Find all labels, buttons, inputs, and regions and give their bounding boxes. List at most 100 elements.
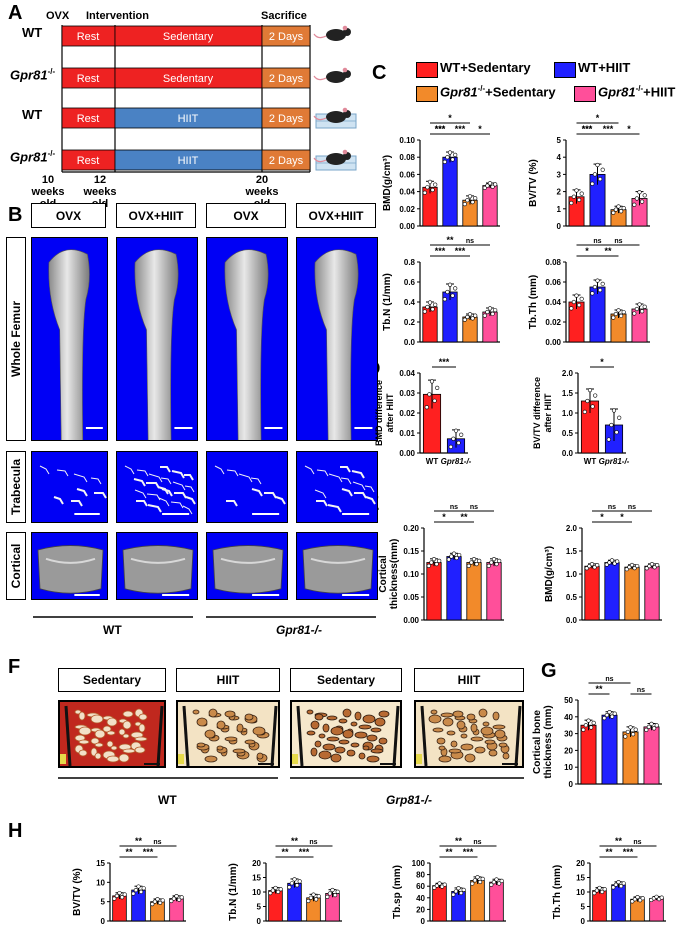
- panel-label-c: C: [372, 62, 387, 84]
- data-point: [429, 560, 434, 565]
- y-tick-label: 0.08: [399, 153, 415, 162]
- mouse-tail: [313, 75, 327, 81]
- data-point: [422, 190, 427, 195]
- data-point: [459, 890, 464, 896]
- legend-label-ko-sedentary: Gpr81-/-+Sedentary: [440, 84, 556, 100]
- data-point: [424, 405, 429, 410]
- y-tick-label: 60: [416, 882, 425, 891]
- data-point: [487, 181, 493, 186]
- timeline-end-bar: [261, 25, 311, 47]
- data-point: [494, 877, 499, 882]
- timeline-row-group: WT: [22, 25, 43, 40]
- bar: [604, 562, 620, 621]
- data-point: [289, 881, 295, 886]
- y-tick-label: 0.8: [404, 258, 416, 267]
- histo-col-header: HIIT: [176, 668, 280, 692]
- data-point: [122, 892, 127, 897]
- data-point: [174, 894, 179, 899]
- timeline-end-text: 2 Days: [269, 113, 304, 125]
- x-tick-label: Gpr81-/-: [599, 457, 630, 466]
- bar: [446, 556, 462, 621]
- data-point: [618, 313, 624, 318]
- data-point: [462, 317, 467, 322]
- panel-label-f: F: [8, 656, 21, 678]
- sig-label: ***: [439, 357, 450, 367]
- legend-swatch-wt-hiit: [554, 62, 576, 78]
- ct-row-label: Cortical: [6, 532, 26, 600]
- timeline-row-group: Gpr81-/-: [10, 67, 56, 83]
- sig-label: ns: [473, 839, 481, 846]
- data-point: [599, 889, 605, 894]
- data-point: [472, 878, 478, 883]
- data-point: [133, 887, 138, 893]
- sig-label: **: [604, 246, 612, 256]
- data-point: [635, 563, 640, 569]
- y-tick-label: 40: [564, 713, 573, 722]
- histology-section-image: [176, 700, 280, 768]
- histo-col-header: Sedentary: [290, 668, 402, 692]
- bar: [580, 724, 597, 785]
- sig-label: **: [605, 847, 613, 857]
- data-point: [432, 398, 437, 403]
- data-point: [611, 210, 616, 215]
- histology-section-image: [290, 700, 402, 768]
- mouse-icon: [313, 25, 351, 41]
- data-point: [447, 150, 453, 155]
- stage-label-intervention: Intervention: [86, 10, 149, 22]
- data-point: [427, 392, 432, 397]
- data-point: [117, 890, 122, 896]
- data-point: [574, 188, 579, 193]
- y-tick-label: 0.06: [399, 170, 415, 179]
- legend-label-wt-sedentary: WT+Sedentary: [440, 60, 531, 75]
- data-point: [330, 887, 335, 893]
- data-point: [325, 894, 330, 899]
- data-point: [469, 560, 474, 565]
- data-point: [618, 209, 624, 214]
- data-point: [589, 561, 595, 567]
- y-tick-label: 50: [564, 696, 573, 705]
- y-tick-label: 30: [564, 730, 573, 739]
- bar-chart: 0.0 0.5 1.0 1.5 2.0 BV/TV differenceafter HII…: [532, 357, 630, 466]
- data-point: [609, 714, 615, 719]
- data-point: [576, 197, 582, 202]
- data-point: [453, 152, 458, 157]
- data-point: [433, 182, 438, 187]
- histo-group-wt: WT: [158, 793, 177, 807]
- y-tick-label: 40: [416, 894, 425, 903]
- data-point: [590, 291, 595, 296]
- data-point: [292, 877, 297, 882]
- trabecula-scan-image: [296, 451, 378, 523]
- data-point: [595, 278, 600, 283]
- y-tick-label: 0.4: [404, 298, 416, 307]
- data-point: [634, 306, 640, 312]
- y-tick-label: 0.04: [545, 298, 561, 307]
- data-point: [451, 436, 456, 441]
- femur-scan-image: [206, 237, 288, 441]
- data-point: [654, 723, 659, 728]
- data-point: [155, 897, 160, 902]
- timeline-intervention-text: HIIT: [178, 155, 199, 167]
- data-point: [448, 444, 453, 449]
- data-point: [630, 732, 636, 737]
- data-point: [471, 557, 477, 562]
- timeline-rest-text: Rest: [77, 113, 100, 125]
- data-point: [112, 896, 117, 901]
- data-point: [119, 895, 125, 900]
- data-point: [583, 723, 589, 728]
- sig-label: ***: [435, 124, 446, 134]
- y-tick-label: 0: [421, 917, 426, 926]
- timeline-row-group: Gpr81-/-: [10, 149, 56, 165]
- y-tick-label: 0.06: [545, 278, 561, 287]
- y-axis-label: BMD(g/cm³): [382, 155, 393, 211]
- y-axis-label: BV/TV (%): [72, 868, 83, 916]
- panel-label-h: H: [8, 820, 23, 842]
- bar: [611, 884, 626, 922]
- data-point: [297, 879, 302, 884]
- data-point: [494, 562, 499, 567]
- data-point: [152, 899, 157, 904]
- legend-swatch-ko-sedentary: [416, 86, 438, 102]
- ct-col-header: OVX: [206, 203, 286, 228]
- data-point: [306, 898, 311, 904]
- timeline-intervention-text: HIIT: [178, 113, 199, 125]
